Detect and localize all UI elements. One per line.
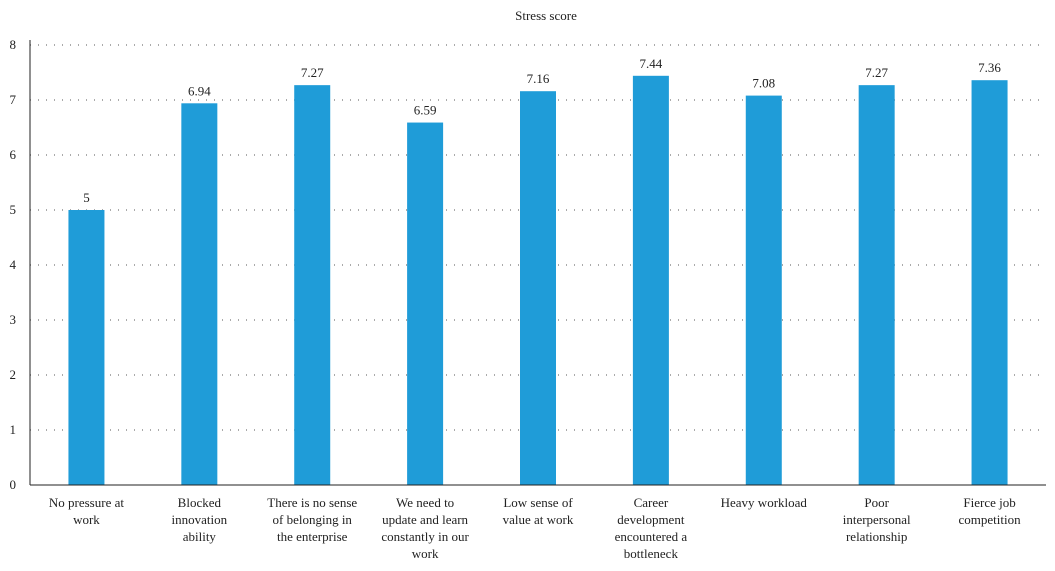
category-label-line: ability	[183, 529, 217, 544]
category-label-line: Fierce job	[963, 495, 1015, 510]
category-label: There is no sense of belonging in the ente…	[267, 495, 357, 544]
category-label-line: encountered a	[615, 529, 688, 544]
chart-title: Stress score	[515, 8, 577, 23]
x-axis-labels: No pressure at work Blocked innovation abili…	[49, 495, 1021, 561]
category-label-line: the enterprise	[277, 529, 348, 544]
category-label-line: innovation	[172, 512, 228, 527]
category-label-line: update and learn	[382, 512, 468, 527]
category-label-line: Career	[634, 495, 669, 510]
y-tick-label: 2	[10, 367, 17, 382]
category-label-line: There is no sense	[267, 495, 357, 510]
bar	[632, 75, 669, 486]
y-tick-label: 1	[10, 422, 17, 437]
category-label: Blocked innovation ability	[172, 495, 228, 544]
bar	[858, 85, 895, 486]
y-tick-label: 6	[10, 147, 17, 162]
bar	[971, 80, 1008, 485]
y-tick-label: 5	[10, 202, 17, 217]
category-label-line: development	[617, 512, 685, 527]
y-tick-label: 4	[10, 257, 17, 272]
category-label-line: work	[412, 546, 439, 561]
category-label-line: constantly in our	[381, 529, 469, 544]
category-label: Fierce job competition	[959, 495, 1022, 527]
y-tick-label: 3	[10, 312, 17, 327]
category-label-line: work	[73, 512, 100, 527]
data-label: 6.59	[414, 103, 437, 118]
category-label-line: of belonging in	[273, 512, 353, 527]
bar	[407, 122, 444, 486]
bar	[294, 85, 331, 486]
category-label: Low sense of value at work	[503, 495, 574, 527]
bar	[520, 91, 556, 485]
data-label: 7.08	[752, 76, 775, 91]
y-axis-ticks: 0 1 2 3 4 5 6 7 8	[10, 37, 17, 492]
bars	[68, 75, 1008, 486]
category-label-line: Poor	[864, 495, 889, 510]
value-labels: 5 6.94 7.27 6.59 7.16 7.44 7.08 7.27 7.36	[83, 56, 1001, 205]
category-label: No pressure at work	[49, 495, 124, 527]
data-label: 7.16	[527, 71, 550, 86]
y-tick-label: 0	[10, 477, 17, 492]
data-label: 7.27	[865, 65, 888, 80]
y-tick-label: 8	[10, 37, 17, 52]
category-label-line: competition	[959, 512, 1022, 527]
category-label: Poor interpersonal relationship	[843, 495, 911, 544]
category-label-line: value at work	[503, 512, 574, 527]
data-label: 7.27	[301, 65, 324, 80]
category-label: Heavy workload	[721, 495, 808, 510]
bar	[181, 103, 218, 486]
category-label-line: Low sense of	[503, 495, 573, 510]
category-label-line: relationship	[846, 529, 907, 544]
category-label-line: Heavy workload	[721, 495, 808, 510]
category-label-line: bottleneck	[624, 546, 679, 561]
category-label-line: We need to	[396, 495, 454, 510]
category-label-line: No pressure at	[49, 495, 124, 510]
data-label: 7.36	[978, 60, 1001, 75]
y-tick-label: 7	[10, 92, 17, 107]
data-label: 5	[83, 190, 90, 205]
category-label-line: Blocked	[178, 495, 222, 510]
category-label: Career development encountered a bottleneck	[615, 495, 688, 561]
bar	[68, 210, 105, 485]
data-label: 7.44	[640, 56, 663, 71]
category-label: We need to update and learn constantly in …	[381, 495, 469, 561]
category-label-line: interpersonal	[843, 512, 911, 527]
data-label: 6.94	[188, 83, 211, 98]
bar	[745, 95, 782, 485]
